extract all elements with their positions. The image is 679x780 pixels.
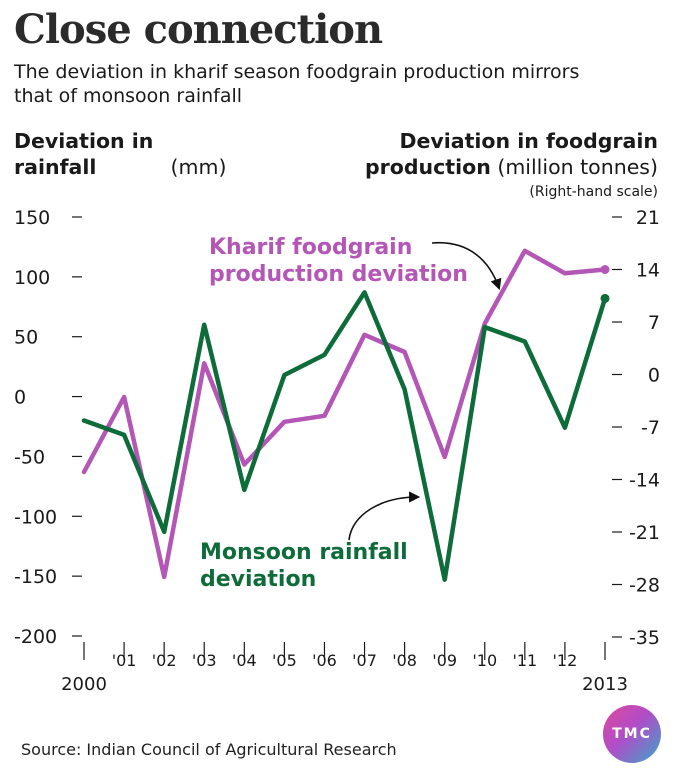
- right-tick-label: 0: [648, 365, 660, 387]
- left-tick-label: -200: [14, 626, 57, 648]
- left-tick-label: -100: [14, 506, 57, 528]
- x-tick-label: 2013: [582, 674, 628, 695]
- x-tick-label: '09: [432, 651, 457, 670]
- left-tick-label: 0: [14, 387, 26, 409]
- foodgrain-arrow: [431, 242, 502, 291]
- foodgrain-label-line2: production deviation: [209, 262, 468, 287]
- x-tick-label: '12: [553, 651, 578, 670]
- x-tick-label: '01: [112, 651, 137, 670]
- left-axis: 150 100 50 0 -50 -100 -150 -200: [14, 207, 82, 648]
- left-tick-label: 50: [14, 327, 38, 349]
- x-tick-label: '08: [392, 651, 417, 670]
- source-note: Source: Indian Council of Agricultural R…: [21, 740, 397, 759]
- subtitle: The deviation in kharif season foodgrain…: [14, 61, 580, 107]
- right-tick-label: 14: [636, 260, 660, 282]
- right-hand-scale-note: (Right-hand scale): [529, 184, 658, 200]
- foodgrain-endpoint: [600, 265, 610, 274]
- rainfall-arrow: [348, 491, 421, 541]
- right-axis-title-line1: Deviation in foodgrain: [399, 129, 658, 153]
- foodgrain-label-line1: Kharif foodgrain: [209, 235, 412, 260]
- right-tick-label: -28: [629, 575, 660, 597]
- left-axis-title-unit: (mm): [170, 155, 227, 179]
- left-axis-title-bold: Deviation in rainfall: [14, 129, 154, 179]
- right-tick-label: 7: [648, 312, 660, 334]
- x-tick-label: '07: [352, 651, 377, 670]
- right-tick-label: -21: [629, 522, 660, 544]
- right-axis-title-unit: (million tonnes): [497, 155, 658, 179]
- rainfall-label-line1: Monsoon rainfall: [200, 540, 408, 565]
- x-tick-label: '11: [512, 651, 537, 670]
- x-tick-label: '03: [192, 651, 217, 670]
- rainfall-endpoint: [600, 293, 610, 303]
- right-axis: 21 14 7 0 -7 -14 -21 -28 -35: [612, 207, 660, 649]
- x-tick-label: 2000: [61, 674, 107, 695]
- right-axis-title-line2: production (million tonnes): [365, 154, 658, 180]
- rainfall-label-line2: deviation: [200, 567, 316, 592]
- x-tick-label: '06: [312, 651, 337, 670]
- series-lines: [81, 248, 610, 582]
- x-tick-label: '05: [272, 651, 297, 670]
- left-axis-title: Deviation in rainfall (mm): [14, 128, 226, 180]
- left-tick-label: 150: [14, 207, 50, 229]
- right-tick-label: -35: [629, 627, 660, 649]
- left-tick-label: -50: [14, 446, 45, 468]
- right-tick-label: -14: [629, 470, 660, 492]
- chart: 150 100 50 0 -50 -100 -150 -200 21 14 7 0 -7 -14 -21 -…: [14, 207, 660, 695]
- x-tick-label: '10: [472, 651, 497, 670]
- series-monsoon-rainfall: [81, 290, 608, 582]
- right-axis-title: Deviation in foodgrain production (milli…: [365, 128, 658, 180]
- series-kharif-foodgrain: [81, 248, 608, 580]
- right-tick-label: 21: [636, 207, 660, 229]
- x-axis: 2000 '01 '02 '03 '04 '05 '06 '07 '08 '09 '10 '11 '12…: [61, 642, 628, 695]
- left-tick-label: 100: [14, 267, 50, 289]
- left-tick-label: -150: [14, 566, 57, 588]
- tmc-logo: TMC: [603, 705, 661, 763]
- headline: Close connection: [14, 6, 383, 53]
- x-tick-label: '02: [152, 651, 177, 670]
- right-tick-label: -7: [641, 417, 660, 439]
- right-axis-title-bold: production: [365, 155, 491, 179]
- x-tick-label: '04: [232, 651, 257, 670]
